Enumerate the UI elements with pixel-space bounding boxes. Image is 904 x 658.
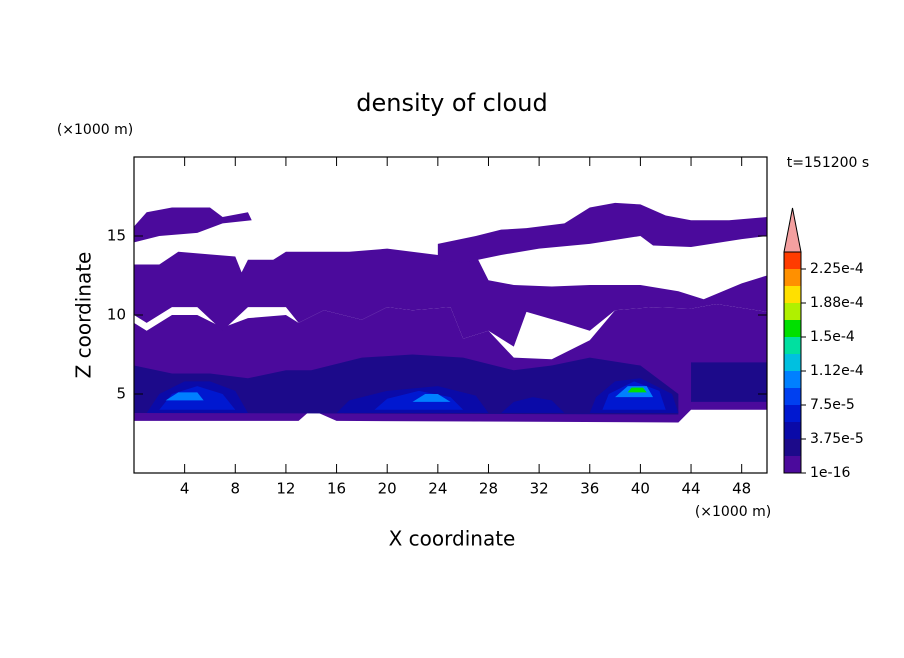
colorbar-tick-label: 1.5e-4 [810, 329, 855, 345]
colorbar-segment [784, 456, 801, 473]
x-unit: (×1000 m) [695, 504, 771, 520]
x-tick-label: 8 [231, 480, 241, 498]
colorbar-segment [784, 405, 801, 422]
colorbar-extension [783, 207, 802, 253]
colorbar-segment [784, 337, 801, 354]
time-label: t=151200 s [787, 155, 869, 171]
y-unit: (×1000 m) [57, 122, 133, 138]
x-axis-label: X coordinate [389, 527, 516, 551]
colorbar-segment [784, 303, 801, 320]
y-tick-label: 15 [107, 227, 126, 245]
colorbar-tick-label: 2.25e-4 [810, 261, 864, 277]
chart-title: density of cloud [356, 89, 547, 117]
contour-region [165, 392, 204, 401]
contour-region [627, 387, 647, 393]
colorbar-tick-label: 7.5e-5 [810, 397, 855, 413]
contour-region [134, 207, 252, 243]
contour-region [437, 202, 767, 263]
contour-region [134, 248, 767, 347]
colorbar-frame [783, 251, 802, 474]
plot-area [134, 202, 767, 423]
x-tick-label: 24 [428, 480, 447, 498]
colorbar-segment [784, 371, 801, 388]
colorbar-segment [784, 320, 801, 337]
colorbar-segment [784, 422, 801, 439]
x-tick-label: 4 [180, 480, 190, 498]
x-tick-label: 28 [479, 480, 498, 498]
colorbar-tick-label: 1.88e-4 [810, 295, 864, 311]
x-tick-label: 16 [327, 480, 346, 498]
contour-region [501, 397, 565, 413]
colorbar-segment [784, 439, 801, 456]
colorbar-segment [784, 354, 801, 371]
x-tick-label: 20 [378, 480, 397, 498]
x-tick-label: 12 [276, 480, 295, 498]
x-tick-label: 48 [732, 480, 751, 498]
x-tick-label: 44 [681, 480, 700, 498]
colorbar-segment [784, 286, 801, 303]
colorbar-tick-label: 1.12e-4 [810, 363, 864, 379]
x-tick-label: 32 [530, 480, 549, 498]
x-tick-label: 36 [580, 480, 599, 498]
contour-region [412, 394, 451, 402]
colorbar-tick-label: 3.75e-5 [810, 431, 864, 447]
y-tick-label: 10 [107, 306, 126, 324]
colorbar-tick-label: 1e-16 [810, 465, 850, 481]
contour-region [691, 362, 767, 402]
colorbar-segment [784, 388, 801, 405]
colorbar-segment [784, 269, 801, 286]
y-tick-label: 5 [116, 385, 126, 403]
x-tick-label: 40 [631, 480, 650, 498]
y-axis-label: Z coordinate [72, 252, 96, 379]
colorbar-segment [784, 252, 801, 269]
